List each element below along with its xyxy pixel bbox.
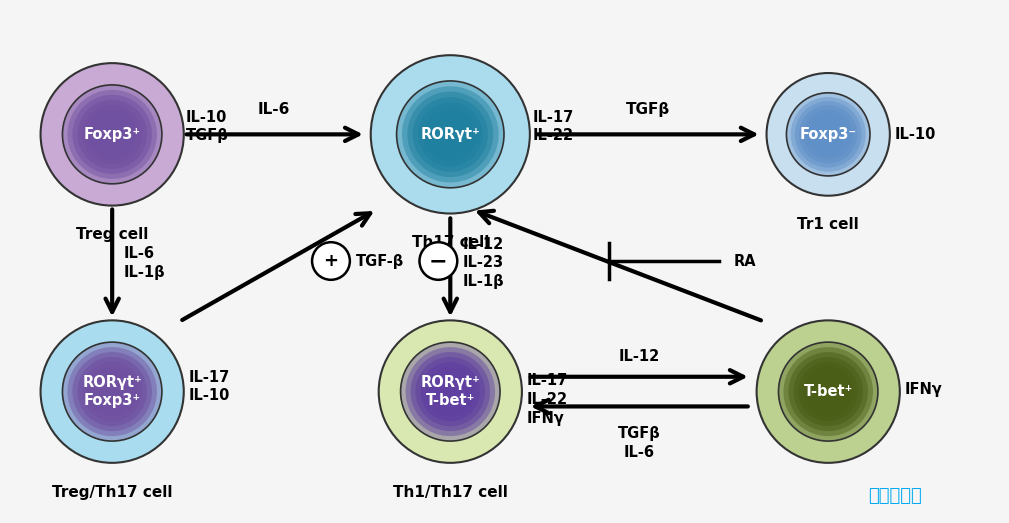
Ellipse shape <box>107 129 117 139</box>
Ellipse shape <box>824 130 832 139</box>
Ellipse shape <box>435 377 465 406</box>
Ellipse shape <box>73 352 152 431</box>
Ellipse shape <box>40 63 184 206</box>
Text: IL-17
IL-10: IL-17 IL-10 <box>189 370 230 403</box>
Ellipse shape <box>786 93 870 176</box>
Ellipse shape <box>97 120 127 149</box>
Ellipse shape <box>431 372 470 412</box>
Ellipse shape <box>440 123 461 145</box>
Ellipse shape <box>401 342 500 441</box>
Ellipse shape <box>445 386 455 396</box>
Ellipse shape <box>68 90 157 179</box>
Ellipse shape <box>808 372 849 412</box>
Ellipse shape <box>815 122 840 147</box>
Ellipse shape <box>793 357 863 426</box>
Ellipse shape <box>413 97 488 172</box>
Ellipse shape <box>421 362 480 422</box>
Text: IL-17
IL-22
IFNγ: IL-17 IL-22 IFNγ <box>527 373 568 426</box>
Text: TGFβ: TGFβ <box>626 101 670 117</box>
Ellipse shape <box>78 357 147 426</box>
Text: Foxp3⁻: Foxp3⁻ <box>800 127 857 142</box>
Ellipse shape <box>795 101 862 167</box>
Ellipse shape <box>803 367 853 416</box>
Text: TGF-β: TGF-β <box>356 254 404 268</box>
Text: IL-10
TGFβ: IL-10 TGFβ <box>186 110 228 143</box>
Ellipse shape <box>416 357 485 426</box>
Text: +: + <box>324 252 338 270</box>
Text: IFNγ: IFNγ <box>905 382 942 397</box>
Ellipse shape <box>813 377 844 406</box>
Ellipse shape <box>97 377 127 406</box>
Text: Th1/Th17 cell: Th1/Th17 cell <box>393 485 508 499</box>
Ellipse shape <box>440 382 460 402</box>
Text: IL-10: IL-10 <box>895 127 936 142</box>
Ellipse shape <box>757 321 900 463</box>
Ellipse shape <box>424 108 477 161</box>
Ellipse shape <box>78 100 147 169</box>
Text: T-bet⁺: T-bet⁺ <box>803 384 853 399</box>
Ellipse shape <box>40 321 184 463</box>
Ellipse shape <box>788 352 868 431</box>
Ellipse shape <box>426 367 475 416</box>
Ellipse shape <box>107 386 117 396</box>
Text: Foxp3⁺: Foxp3⁺ <box>84 127 140 142</box>
Ellipse shape <box>418 103 482 166</box>
Ellipse shape <box>83 105 142 164</box>
Text: Tr1 cell: Tr1 cell <box>797 218 859 232</box>
Text: RORγt⁺
T-bet⁺: RORγt⁺ T-bet⁺ <box>421 375 480 408</box>
Text: IL-6: IL-6 <box>258 101 291 117</box>
Ellipse shape <box>63 342 161 441</box>
Ellipse shape <box>73 95 152 174</box>
Ellipse shape <box>312 242 350 280</box>
Text: IL-12
IL-23
IL-1β: IL-12 IL-23 IL-1β <box>462 237 503 289</box>
Ellipse shape <box>783 347 873 436</box>
Ellipse shape <box>83 362 142 422</box>
Ellipse shape <box>408 92 493 177</box>
Ellipse shape <box>823 386 833 396</box>
Ellipse shape <box>429 113 472 156</box>
Ellipse shape <box>63 85 161 184</box>
Ellipse shape <box>779 342 878 441</box>
Ellipse shape <box>370 55 530 213</box>
Ellipse shape <box>791 97 866 172</box>
Ellipse shape <box>803 109 854 160</box>
Ellipse shape <box>406 347 495 436</box>
Ellipse shape <box>818 382 838 402</box>
Ellipse shape <box>811 118 845 151</box>
Text: RORγt⁺: RORγt⁺ <box>421 127 480 142</box>
Ellipse shape <box>799 105 858 164</box>
Ellipse shape <box>397 81 504 188</box>
Ellipse shape <box>420 242 457 280</box>
Ellipse shape <box>378 321 522 463</box>
Ellipse shape <box>102 124 122 144</box>
Text: Treg/Th17 cell: Treg/Th17 cell <box>51 485 173 499</box>
Ellipse shape <box>88 367 137 416</box>
Ellipse shape <box>92 115 132 154</box>
Text: 每动秒链接: 每动秒链接 <box>868 487 922 505</box>
Ellipse shape <box>411 352 490 431</box>
Ellipse shape <box>92 372 132 412</box>
Ellipse shape <box>807 113 850 155</box>
Ellipse shape <box>102 382 122 402</box>
Ellipse shape <box>820 126 836 143</box>
Ellipse shape <box>402 86 498 183</box>
Text: −: − <box>429 251 448 271</box>
Ellipse shape <box>434 118 466 151</box>
Text: IL-12: IL-12 <box>619 349 660 364</box>
Ellipse shape <box>445 129 456 140</box>
Ellipse shape <box>68 347 157 436</box>
Text: RA: RA <box>734 254 757 268</box>
Text: RORγt⁺
Foxp3⁺: RORγt⁺ Foxp3⁺ <box>83 375 142 408</box>
Ellipse shape <box>798 362 858 422</box>
Text: IL-6
IL-1β: IL-6 IL-1β <box>124 246 165 280</box>
Text: Th17 cell: Th17 cell <box>412 235 489 251</box>
Ellipse shape <box>88 110 137 159</box>
Text: IL-17
IL-22: IL-17 IL-22 <box>533 110 574 143</box>
Text: TGFβ
IL-6: TGFβ IL-6 <box>618 426 661 460</box>
Text: Treg cell: Treg cell <box>76 228 148 242</box>
Ellipse shape <box>767 73 890 196</box>
